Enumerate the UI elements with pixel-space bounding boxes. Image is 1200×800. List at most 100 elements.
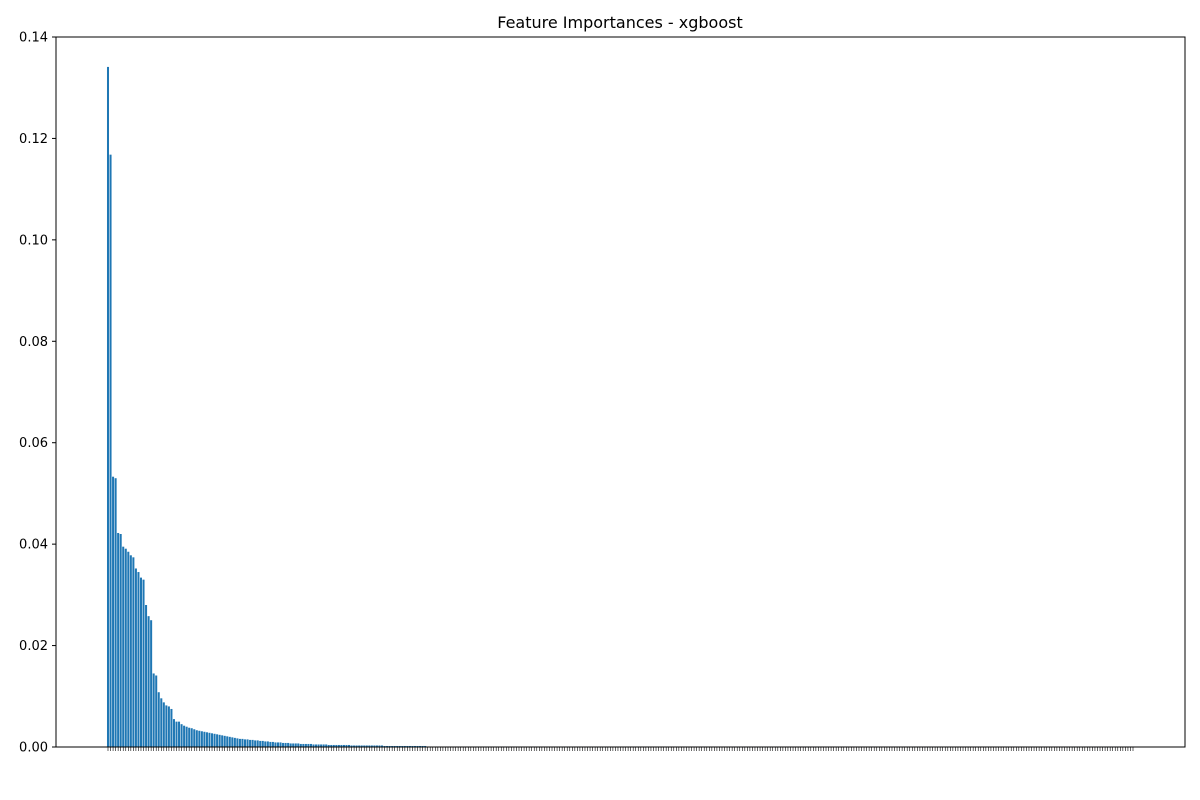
bar bbox=[142, 579, 145, 747]
bar bbox=[203, 731, 206, 747]
bar bbox=[358, 745, 361, 747]
bar bbox=[261, 740, 264, 747]
y-tick-label: 0.10 bbox=[19, 233, 48, 248]
bar bbox=[307, 743, 310, 747]
bar bbox=[289, 743, 292, 747]
bar bbox=[155, 675, 158, 747]
bar bbox=[325, 744, 328, 747]
bar bbox=[162, 702, 165, 747]
bar bbox=[226, 736, 229, 747]
bar bbox=[340, 744, 343, 747]
bar bbox=[124, 548, 127, 747]
bar bbox=[337, 744, 340, 747]
bar bbox=[284, 742, 287, 747]
bar bbox=[188, 727, 191, 747]
bar bbox=[236, 738, 239, 747]
bar bbox=[380, 745, 384, 747]
bar bbox=[345, 744, 348, 747]
bar bbox=[413, 745, 417, 747]
bar bbox=[317, 744, 320, 747]
x-axis-ticks bbox=[107, 747, 1134, 751]
bar bbox=[114, 478, 117, 747]
bar bbox=[406, 745, 409, 747]
bar bbox=[172, 719, 175, 747]
bar bbox=[365, 745, 368, 747]
bar bbox=[375, 745, 378, 747]
bar bbox=[198, 730, 201, 747]
bar bbox=[363, 745, 366, 747]
bar bbox=[134, 568, 137, 747]
y-tick-label: 0.02 bbox=[19, 639, 48, 654]
bar bbox=[259, 740, 262, 747]
bar bbox=[264, 741, 267, 747]
bar bbox=[208, 732, 211, 747]
bar bbox=[292, 743, 295, 747]
bar bbox=[254, 740, 257, 747]
bar bbox=[256, 740, 259, 747]
bar bbox=[282, 742, 285, 747]
bar bbox=[421, 745, 424, 747]
bar bbox=[195, 730, 198, 747]
bar bbox=[238, 738, 241, 747]
bar bbox=[398, 745, 401, 747]
bar bbox=[276, 742, 280, 747]
bar bbox=[373, 745, 376, 747]
bar bbox=[231, 737, 234, 747]
bar bbox=[416, 745, 419, 747]
bar bbox=[200, 731, 203, 747]
bar bbox=[127, 551, 130, 747]
y-tick-label: 0.08 bbox=[19, 335, 48, 350]
bar bbox=[353, 745, 356, 747]
bar bbox=[403, 745, 406, 747]
bar bbox=[165, 705, 168, 747]
bar bbox=[122, 546, 125, 747]
bar bbox=[190, 728, 193, 747]
bar bbox=[221, 735, 224, 747]
bar bbox=[139, 577, 142, 747]
bar bbox=[205, 732, 208, 747]
bar bbox=[223, 735, 226, 747]
bar bbox=[294, 743, 297, 747]
plot-frame bbox=[55, 36, 1186, 748]
bar bbox=[299, 743, 302, 747]
bar bbox=[401, 745, 404, 747]
bar bbox=[112, 476, 115, 747]
bar bbox=[350, 745, 353, 747]
bar bbox=[243, 739, 247, 747]
bar bbox=[279, 742, 282, 747]
bar bbox=[218, 734, 221, 747]
bar bbox=[378, 745, 381, 747]
bar bbox=[388, 745, 391, 747]
bar bbox=[150, 620, 153, 747]
bar bbox=[117, 532, 120, 747]
bar bbox=[228, 736, 231, 747]
bar bbox=[348, 744, 351, 747]
bar bbox=[251, 739, 254, 747]
bar bbox=[180, 724, 183, 747]
bar bbox=[287, 742, 290, 747]
bar bbox=[167, 706, 170, 747]
bar bbox=[342, 744, 345, 747]
y-tick-label: 0.04 bbox=[19, 538, 48, 553]
bar bbox=[183, 725, 186, 747]
bar bbox=[152, 673, 155, 747]
bar bbox=[386, 745, 389, 747]
bar bbox=[411, 745, 414, 747]
bar bbox=[274, 742, 277, 747]
bar bbox=[396, 745, 399, 747]
bar bbox=[109, 154, 112, 747]
bar bbox=[185, 726, 188, 747]
bar bbox=[249, 739, 252, 747]
bar bbox=[266, 741, 269, 747]
bar bbox=[370, 745, 373, 747]
bar bbox=[241, 738, 244, 747]
bar bbox=[309, 743, 312, 747]
bar bbox=[424, 745, 427, 747]
bar bbox=[213, 733, 216, 747]
bar bbox=[246, 739, 249, 747]
bar bbox=[383, 745, 386, 747]
bar bbox=[137, 572, 140, 747]
y-axis-ticks: 0.00 0.02 0.04 0.06 0.08 0.10 0.12 0.14 bbox=[19, 31, 56, 756]
bar bbox=[302, 743, 305, 747]
